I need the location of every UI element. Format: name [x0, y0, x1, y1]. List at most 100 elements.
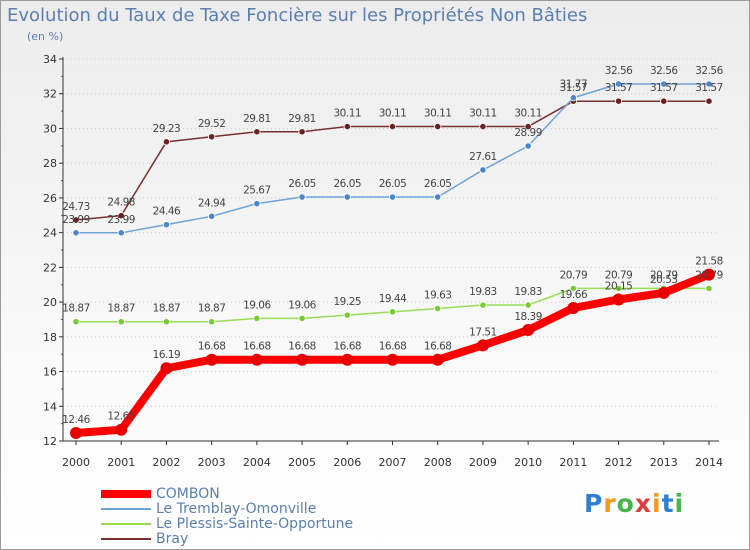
- y-tick-label: 22: [43, 261, 57, 274]
- data-label-bray: 30.11: [469, 108, 497, 120]
- data-point-bray: [614, 97, 623, 105]
- data-label-combon: 21.58: [695, 256, 723, 268]
- legend-swatch-tremblay: [101, 508, 151, 510]
- data-label-combon: 19.66: [560, 289, 588, 301]
- data-label-tremblay: 32.56: [650, 65, 678, 77]
- y-tick-label: 28: [43, 157, 57, 170]
- data-label-bray: 31.57: [650, 82, 678, 94]
- legend-label-combon: COMBON: [156, 486, 220, 502]
- data-point-combon: [612, 293, 625, 306]
- y-tick-label: 26: [43, 192, 57, 205]
- data-point-combon: [341, 353, 354, 366]
- legend-item-plessis: Le Plessis-Sainte-Opportune: [101, 516, 353, 532]
- chart-title: Evolution du Taux de Taxe Foncière sur l…: [7, 5, 588, 26]
- y-tick-label: 32: [43, 88, 57, 101]
- data-point-bray: [208, 133, 216, 141]
- data-label-tremblay: 23.99: [62, 214, 90, 226]
- data-label-tremblay: 32.56: [605, 65, 633, 77]
- data-point-tremblay: [388, 193, 397, 201]
- data-label-plessis: 19.25: [334, 296, 362, 308]
- data-label-combon: 18.39: [514, 311, 542, 323]
- data-label-bray: 29.81: [288, 113, 316, 125]
- data-label-bray: 24.98: [107, 197, 135, 209]
- data-label-combon: 12.46: [62, 414, 90, 426]
- data-label-bray: 30.11: [334, 108, 362, 120]
- data-point-bray: [705, 97, 713, 105]
- data-label-plessis: 20.79: [560, 269, 588, 281]
- data-label-combon: 16.68: [424, 341, 452, 353]
- data-point-tremblay: [660, 80, 668, 88]
- x-tick-label: 2009: [469, 456, 497, 469]
- y-tick-label: 14: [43, 400, 57, 413]
- y-tick-label: 24: [43, 227, 57, 240]
- data-label-combon: 12.65: [107, 411, 135, 423]
- data-point-bray: [298, 128, 306, 136]
- data-label-tremblay: 28.99: [514, 127, 542, 139]
- data-label-bray: 29.81: [243, 113, 271, 125]
- x-tick-label: 2005: [288, 456, 316, 469]
- data-label-plessis: 19.44: [379, 293, 407, 305]
- data-point-combon: [160, 362, 173, 375]
- data-point-tremblay: [705, 80, 713, 88]
- data-point-combon: [296, 353, 309, 366]
- data-label-tremblay: 23.99: [107, 214, 135, 226]
- data-label-combon: 17.51: [469, 326, 497, 338]
- data-label-combon: 16.19: [153, 349, 181, 361]
- data-point-combon: [522, 324, 535, 337]
- data-label-plessis: 18.87: [198, 303, 226, 315]
- data-label-tremblay: 32.56: [695, 65, 723, 77]
- data-point-combon: [476, 339, 489, 352]
- data-point-bray: [524, 122, 532, 131]
- logo-letter: t: [661, 489, 675, 518]
- data-label-tremblay: 31.77: [560, 79, 588, 91]
- data-point-plessis: [569, 284, 577, 292]
- data-point-plessis: [298, 314, 306, 323]
- data-label-tremblay: 24.46: [153, 206, 181, 218]
- data-label-plessis: 20.79: [695, 269, 723, 281]
- data-point-plessis: [253, 314, 261, 323]
- data-label-plessis: 18.87: [107, 303, 135, 315]
- legend-item-combon: COMBON: [101, 486, 220, 502]
- y-tick-label: 30: [43, 122, 57, 135]
- data-label-plessis: 19.06: [243, 299, 271, 311]
- y-unit-label: (en %): [27, 30, 64, 43]
- data-label-plessis: 19.83: [514, 286, 542, 298]
- legend-swatch-bray: [101, 538, 151, 540]
- data-label-bray: 30.11: [514, 108, 542, 120]
- data-point-tremblay: [72, 229, 80, 237]
- data-label-plessis: 20.79: [650, 269, 678, 281]
- data-point-tremblay: [253, 200, 261, 208]
- data-point-bray: [343, 122, 351, 131]
- logo-letter: x: [634, 489, 652, 518]
- x-tick-label: 2003: [198, 456, 226, 469]
- data-point-plessis: [479, 301, 487, 309]
- x-tick-label: 2012: [605, 456, 633, 469]
- data-point-plessis: [434, 304, 442, 313]
- data-point-tremblay: [569, 94, 577, 102]
- data-label-bray: 29.23: [153, 123, 181, 135]
- data-point-bray: [479, 122, 487, 131]
- data-point-bray: [434, 122, 442, 131]
- legend-label-tremblay: Le Tremblay-Omonville: [156, 501, 317, 517]
- data-label-combon: 16.68: [334, 341, 362, 353]
- data-point-combon: [115, 423, 128, 436]
- data-point-tremblay: [524, 142, 532, 150]
- data-point-tremblay: [614, 80, 623, 88]
- x-tick-label: 2010: [514, 456, 542, 469]
- data-point-plessis: [208, 318, 216, 326]
- data-label-combon: 16.68: [198, 341, 226, 353]
- data-label-tremblay: 25.67: [243, 185, 271, 197]
- x-tick-label: 2001: [107, 456, 135, 469]
- data-label-combon: 20.53: [650, 274, 678, 286]
- logo-letter: r: [603, 489, 617, 518]
- data-label-bray: 31.57: [695, 82, 723, 94]
- y-tick-label: 16: [43, 366, 57, 379]
- data-point-tremblay: [162, 221, 171, 229]
- data-point-tremblay: [343, 193, 351, 201]
- legend-item-tremblay: Le Tremblay-Omonville: [101, 501, 317, 517]
- data-point-plessis: [117, 318, 125, 326]
- x-tick-label: 2008: [424, 456, 452, 469]
- data-point-plessis: [388, 308, 397, 316]
